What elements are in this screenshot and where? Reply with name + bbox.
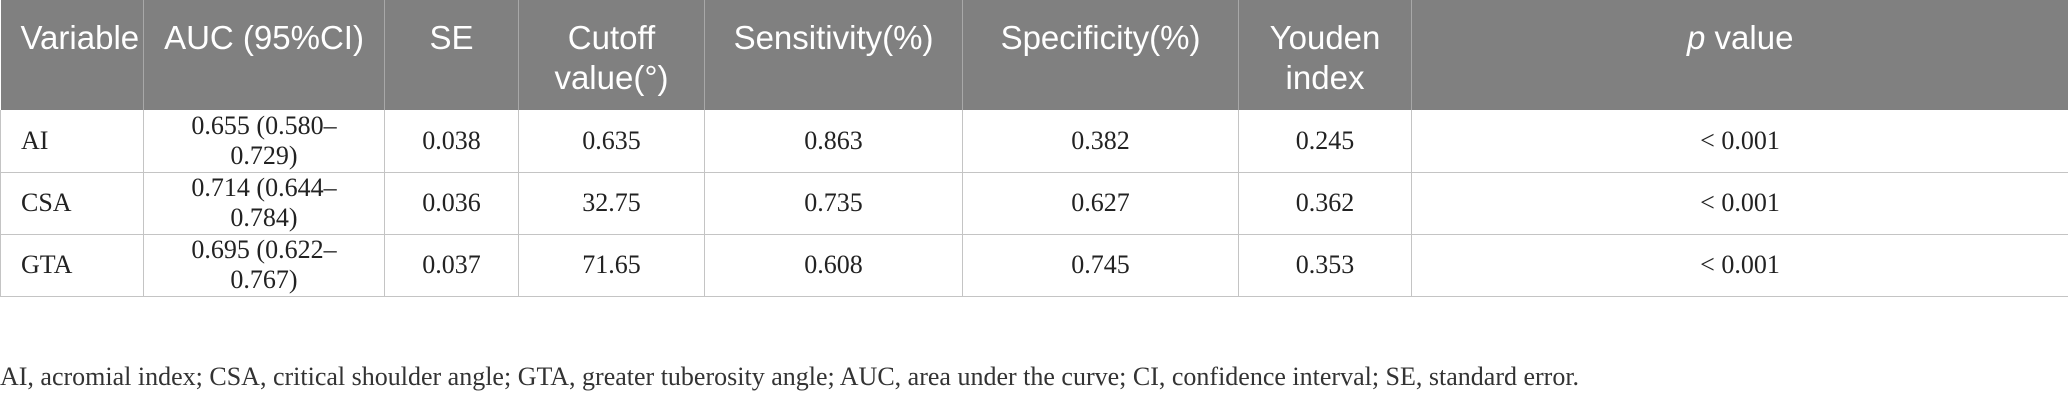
cell-specificity: 0.745 — [962, 234, 1239, 297]
header-se: SE — [384, 0, 519, 110]
cell-youden: 0.362 — [1238, 172, 1412, 235]
header-p-value: p value — [1411, 0, 2068, 110]
cell-se: 0.037 — [384, 234, 519, 297]
cell-cutoff: 71.65 — [518, 234, 705, 297]
table-row: CSA 0.714 (0.644–0.784) 0.036 32.75 0.73… — [0, 172, 2068, 235]
header-youden-line2: index — [1285, 59, 1365, 96]
cell-specificity: 0.627 — [962, 172, 1239, 235]
cell-youden: 0.353 — [1238, 234, 1412, 297]
table-row: AI 0.655 (0.580–0.729) 0.038 0.635 0.863… — [0, 110, 2068, 173]
cell-sensitivity: 0.863 — [704, 110, 963, 173]
header-specificity: Specificity(%) — [962, 0, 1239, 110]
header-row: Variable AUC (95%CI) SE Cutoff value(°) … — [0, 0, 2068, 110]
header-p-italic: p — [1687, 19, 1706, 56]
header-auc: AUC (95%CI) — [143, 0, 385, 110]
cell-p-value: < 0.001 — [1411, 234, 2068, 297]
header-youden-line1: Youden — [1269, 19, 1381, 56]
cell-youden: 0.245 — [1238, 110, 1412, 173]
table-header: Variable AUC (95%CI) SE Cutoff value(°) … — [0, 0, 2068, 110]
cell-auc: 0.655 (0.580–0.729) — [143, 110, 385, 173]
cell-p-value: < 0.001 — [1411, 172, 2068, 235]
header-variable: Variable — [0, 0, 144, 110]
cell-se: 0.036 — [384, 172, 519, 235]
cell-cutoff: 0.635 — [518, 110, 705, 173]
header-youden: Youden index — [1238, 0, 1412, 110]
table-body: AI 0.655 (0.580–0.729) 0.038 0.635 0.863… — [0, 110, 2068, 297]
header-p-rest: value — [1705, 19, 1794, 56]
cell-sensitivity: 0.735 — [704, 172, 963, 235]
cell-variable: AI — [0, 110, 144, 173]
cell-cutoff: 32.75 — [518, 172, 705, 235]
cell-auc: 0.695 (0.622–0.767) — [143, 234, 385, 297]
results-table-container: Variable AUC (95%CI) SE Cutoff value(°) … — [0, 0, 2068, 297]
header-cutoff-line2: value(°) — [554, 59, 669, 96]
cell-variable: GTA — [0, 234, 144, 297]
header-sensitivity: Sensitivity(%) — [704, 0, 963, 110]
cell-auc: 0.714 (0.644–0.784) — [143, 172, 385, 235]
table-row: GTA 0.695 (0.622–0.767) 0.037 71.65 0.60… — [0, 234, 2068, 297]
cell-specificity: 0.382 — [962, 110, 1239, 173]
header-cutoff-line1: Cutoff — [567, 19, 656, 56]
header-cutoff: Cutoff value(°) — [518, 0, 705, 110]
cell-p-value: < 0.001 — [1411, 110, 2068, 173]
cell-se: 0.038 — [384, 110, 519, 173]
cell-sensitivity: 0.608 — [704, 234, 963, 297]
roc-results-table: Variable AUC (95%CI) SE Cutoff value(°) … — [0, 0, 2068, 297]
cell-variable: CSA — [0, 172, 144, 235]
table-footnote: AI, acromial index; CSA, critical should… — [0, 362, 1580, 391]
